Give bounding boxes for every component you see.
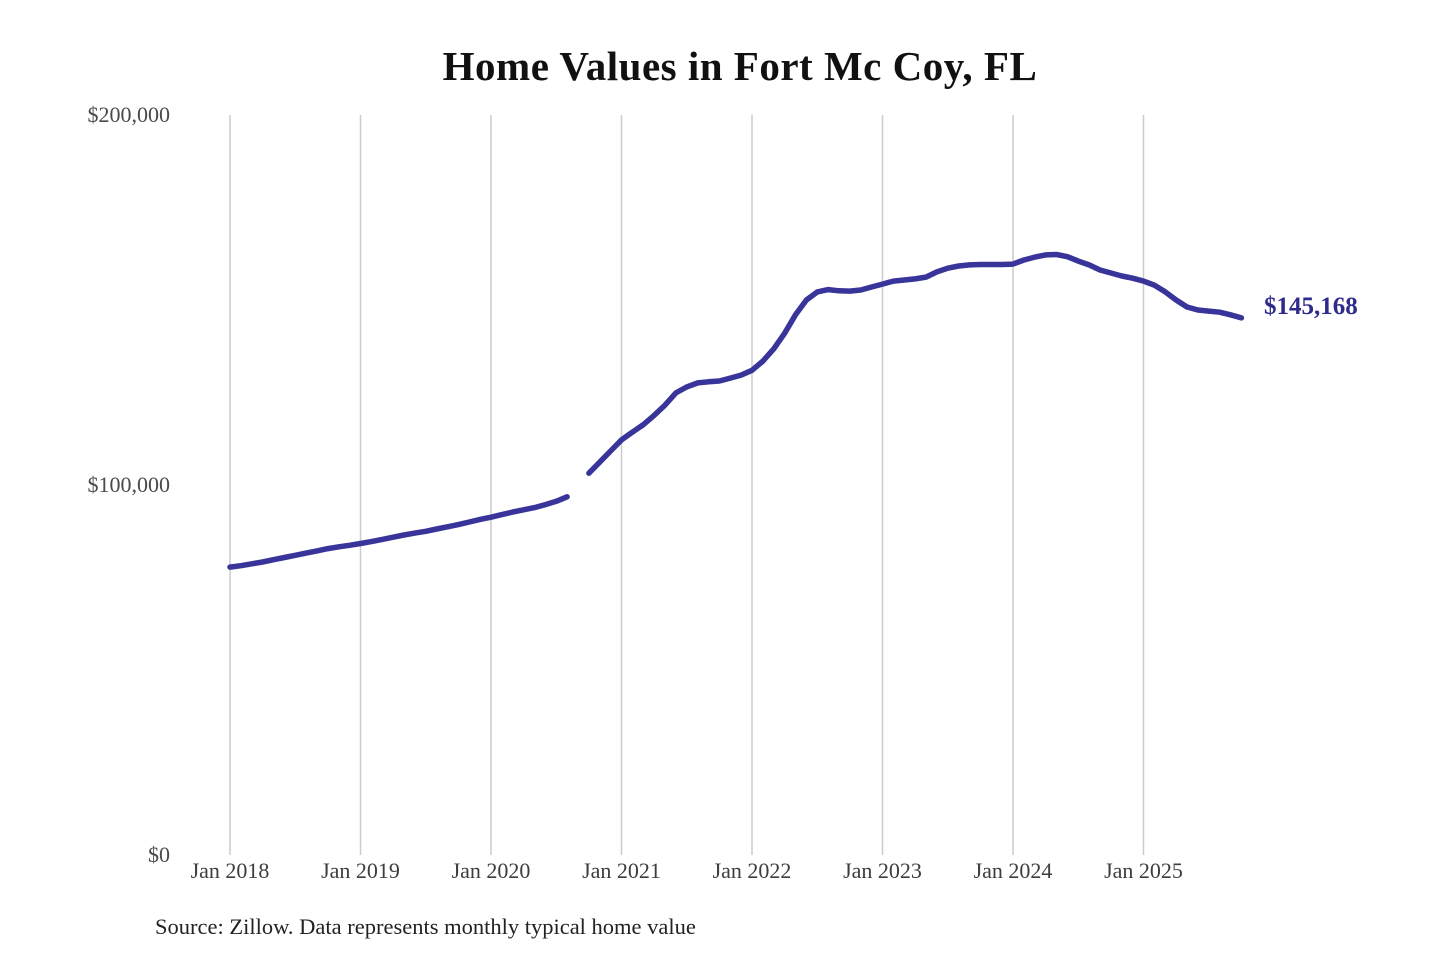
x-axis-tick-label: Jan 2018 [190,858,270,883]
x-axis-tick-label: Jan 2021 [582,858,661,883]
chart-title: Home Values in Fort Mc Coy, FL [442,43,1038,89]
latest-value-label: $145,168 [1264,293,1358,320]
x-axis-tick-label: Jan 2019 [321,858,400,883]
home-value-line-segment [227,494,570,570]
source-note: Source: Zillow. Data represents monthly … [155,914,696,939]
x-axis-tick-label: Jan 2020 [451,858,531,883]
x-axis-tick-label: Jan 2022 [712,858,792,883]
x-axis-tick-label: Jan 2023 [843,858,922,883]
x-axis-tick-label: Jan 2025 [1104,858,1183,883]
y-axis-tick-label: $200,000 [87,102,171,127]
x-axis-tick-label: Jan 2024 [973,858,1053,883]
y-axis-tick-label: $100,000 [87,472,171,497]
y-axis-tick-label: $0 [148,842,170,867]
home-value-line-segment [586,251,1245,476]
